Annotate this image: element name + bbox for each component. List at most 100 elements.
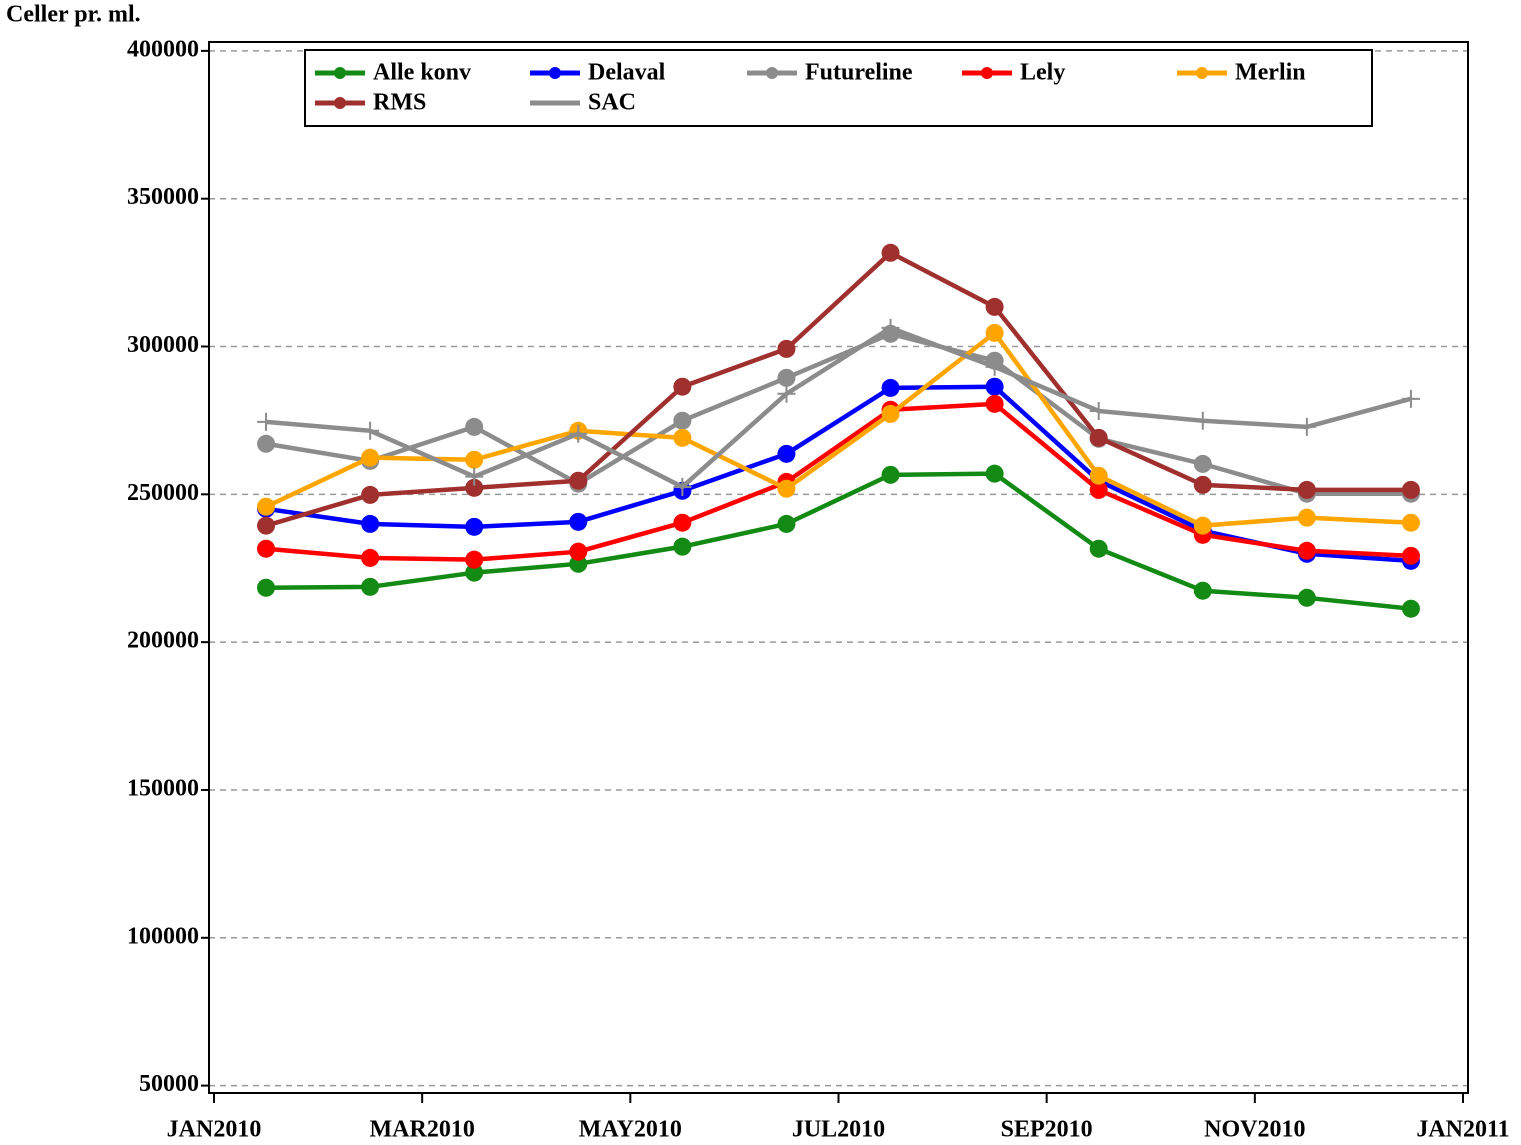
- y-tick-label: 150000: [127, 775, 199, 801]
- data-point: [1401, 546, 1420, 565]
- series-line: [266, 471, 1412, 611]
- series-line: [265, 330, 1412, 528]
- data-point: [569, 542, 588, 561]
- data-point: [1089, 428, 1108, 447]
- data-point: [881, 465, 900, 484]
- data-point: [985, 394, 1004, 413]
- data-point: [1401, 513, 1420, 532]
- data-point: [1193, 411, 1212, 430]
- data-point: [985, 464, 1004, 483]
- data-point: [361, 548, 380, 567]
- y-tick-label: 100000: [127, 923, 199, 949]
- data-point: [1193, 581, 1212, 600]
- data-point: [257, 539, 276, 558]
- data-point: [777, 444, 796, 463]
- data-point: [1297, 417, 1316, 436]
- data-point: [465, 450, 484, 469]
- legend-marker: [981, 67, 993, 79]
- x-tick-label: JAN2011: [1416, 1117, 1509, 1143]
- data-point: [881, 318, 900, 337]
- y-tick-label: 50000: [139, 1071, 199, 1097]
- data-point: [1089, 539, 1108, 558]
- data-point: [1193, 475, 1212, 494]
- data-point: [1089, 466, 1108, 485]
- data-point: [465, 467, 484, 486]
- data-point: [673, 411, 692, 430]
- legend-label: Futureline: [805, 60, 913, 86]
- data-point: [361, 485, 380, 504]
- legend-box: [304, 49, 1373, 127]
- data-point: [361, 421, 380, 440]
- data-point: [777, 479, 796, 498]
- data-point: [1193, 516, 1212, 535]
- x-tick-label: NOV2010: [1204, 1117, 1305, 1143]
- data-point: [361, 448, 380, 467]
- y-tick-label: 250000: [127, 480, 199, 506]
- series-line: [265, 250, 1411, 528]
- y-tick-label: 300000: [127, 332, 199, 358]
- data-point: [1401, 389, 1420, 408]
- legend-label: RMS: [373, 90, 426, 116]
- legend-label: Merlin: [1235, 60, 1306, 86]
- x-tick-label: JAN2010: [167, 1117, 262, 1143]
- data-point: [777, 368, 796, 387]
- legend-label: Lely: [1020, 60, 1065, 86]
- data-point: [673, 513, 692, 532]
- data-point: [361, 514, 380, 533]
- data-point: [881, 243, 900, 262]
- data-point: [257, 516, 276, 535]
- y-axis-label: Celler pr. ml.: [6, 2, 141, 28]
- x-tick-label: MAY2010: [579, 1117, 682, 1143]
- legend-marker: [334, 97, 346, 109]
- data-point: [777, 514, 796, 533]
- data-point: [673, 537, 692, 556]
- series-line: [265, 401, 1412, 562]
- data-point: [1297, 588, 1316, 607]
- data-point: [465, 517, 484, 536]
- data-point: [985, 297, 1004, 316]
- series-line: [265, 384, 1412, 564]
- data-point: [257, 412, 276, 431]
- data-point: [1297, 508, 1316, 527]
- data-point: [257, 578, 276, 597]
- legend-marker: [766, 67, 778, 79]
- data-point: [985, 377, 1004, 396]
- data-point: [777, 384, 796, 403]
- data-point: [1297, 541, 1316, 560]
- x-tick-label: MAR2010: [370, 1117, 475, 1143]
- legend-marker: [549, 67, 561, 79]
- data-point: [1297, 480, 1316, 499]
- data-point: [361, 577, 380, 596]
- legend-marker: [334, 67, 346, 79]
- data-point: [881, 378, 900, 397]
- data-point: [465, 563, 484, 582]
- y-tick-label: 400000: [127, 36, 199, 62]
- series-line: [265, 325, 1412, 490]
- data-point: [1193, 454, 1212, 473]
- series-line: [265, 331, 1411, 496]
- y-tick-label: 350000: [127, 184, 199, 210]
- data-point: [985, 357, 1004, 376]
- data-point: [569, 424, 588, 443]
- data-point: [465, 550, 484, 569]
- data-point: [465, 417, 484, 436]
- data-point: [569, 471, 588, 490]
- data-point: [569, 512, 588, 531]
- data-point: [257, 497, 276, 516]
- data-point: [881, 404, 900, 423]
- legend-label: SAC: [588, 90, 636, 116]
- x-tick-label: JUL2010: [792, 1117, 885, 1143]
- data-point: [257, 434, 276, 453]
- x-tick-label: SEP2010: [1001, 1117, 1093, 1143]
- legend-label: Alle konv: [373, 60, 471, 86]
- data-point: [1401, 599, 1420, 618]
- legend-marker: [1196, 67, 1208, 79]
- data-point: [1089, 401, 1108, 420]
- legend-label: Delaval: [588, 60, 666, 86]
- y-tick-label: 200000: [127, 628, 199, 654]
- data-point: [1401, 480, 1420, 499]
- data-point: [673, 377, 692, 396]
- data-point: [673, 428, 692, 447]
- data-point: [777, 339, 796, 358]
